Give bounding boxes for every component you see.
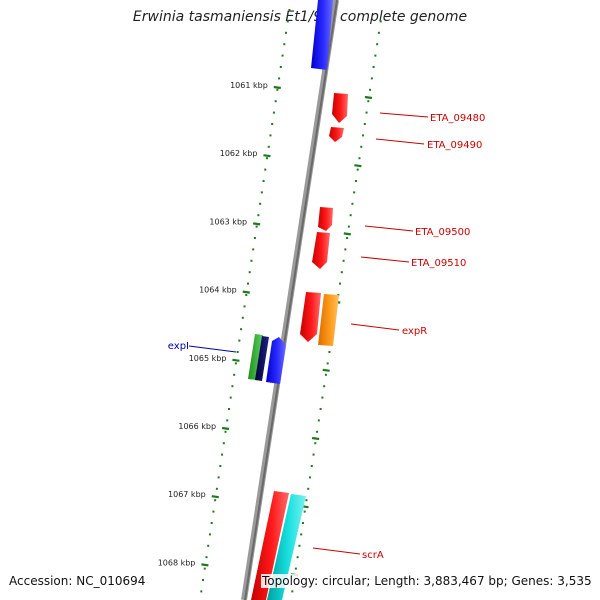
map-title: Erwinia tasmaniensis Et1/99, complete ge… [132, 9, 468, 25]
tick-label: 1063 kbp [209, 217, 247, 226]
gene-eta-09500[interactable] [318, 207, 333, 231]
gene-reverse-top[interactable] [311, 0, 333, 70]
genome-summary-text: Topology: circular; Length: 3,883,467 bp… [261, 574, 593, 588]
gene-label[interactable]: ETA_09500 [415, 227, 470, 238]
tick-label: 1062 kbp [220, 149, 258, 158]
gene-label[interactable]: expI [168, 341, 189, 352]
gene-eta-09480[interactable] [332, 93, 348, 123]
gene-scra-red[interactable] [251, 491, 289, 600]
gene-label[interactable]: ETA_09510 [411, 258, 466, 269]
gene-expi-navy[interactable] [255, 336, 269, 381]
gene-labels: ETA_09480 ETA_09490 ETA_09500 ETA_09510 expR… [168, 113, 486, 561]
tick-label: 1068 kbp [158, 558, 196, 567]
gene-label[interactable]: scrA [362, 550, 384, 561]
label-leader-lines [188, 112, 429, 555]
tick-label: 1067 kbp [168, 490, 206, 499]
tick-label: 1066 kbp [178, 422, 216, 431]
gene-label[interactable]: ETA_09480 [430, 113, 485, 124]
gene-expi-green[interactable] [248, 334, 263, 380]
scale-ring-dots [200, 9, 382, 593]
genome-backbone [241, 0, 339, 600]
gene-eta-09490[interactable] [329, 127, 344, 142]
tick-label: 1064 kbp [199, 286, 237, 295]
scale-ticks [201, 85, 373, 577]
scale-tick-labels: 1061 kbp 1062 kbp 1063 kbp 1064 kbp 1065 kbp… [158, 81, 268, 567]
tick-label: 1061 kbp [230, 81, 268, 90]
tick-label: 1065 kbp [189, 354, 227, 363]
gene-label[interactable]: expR [402, 326, 427, 337]
gene-expr-red[interactable] [300, 292, 321, 342]
gene-eta-09510[interactable] [312, 232, 330, 269]
gene-label[interactable]: ETA_09490 [427, 140, 482, 151]
gene-expr[interactable] [318, 294, 339, 346]
gene-scra[interactable] [267, 494, 306, 600]
gene-expi[interactable] [266, 337, 286, 384]
accession-text: Accession: NC_010694 [8, 574, 147, 588]
gene-features [248, 0, 348, 600]
